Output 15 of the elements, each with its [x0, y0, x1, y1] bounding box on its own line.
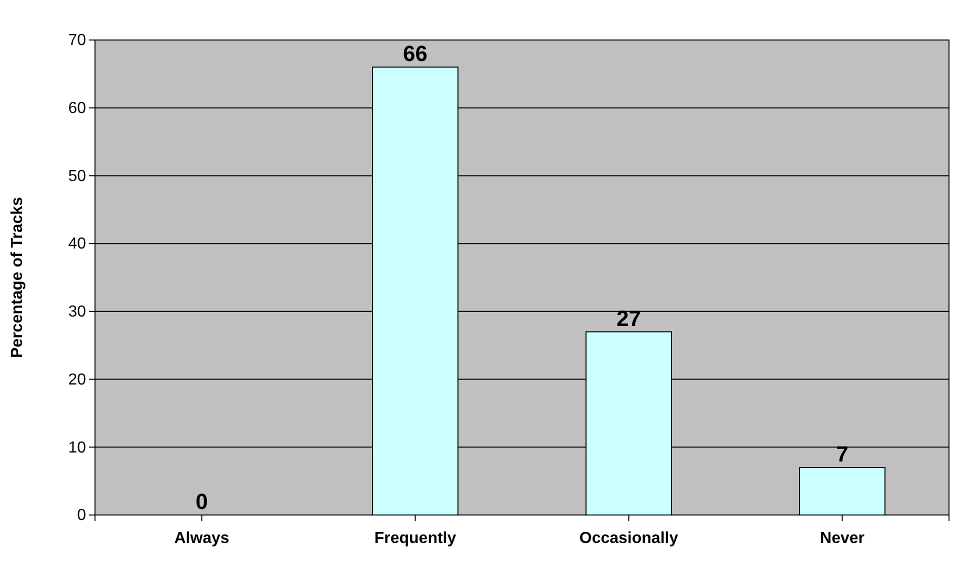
x-tick-label: Always	[174, 530, 230, 548]
x-tick-label: Occasionally	[579, 530, 678, 548]
x-tick-label: Never	[820, 530, 864, 548]
y-tick-label: 30	[68, 304, 86, 321]
y-tick-label: 0	[77, 507, 86, 524]
data-label: 66	[403, 41, 428, 66]
data-label: 0	[196, 489, 208, 514]
y-axis-title: Percentage of Tracks	[9, 196, 26, 358]
x-tick-label: Frequently	[374, 530, 456, 548]
y-tick-label: 20	[68, 371, 86, 388]
y-tick-label: 60	[68, 100, 86, 117]
y-tick-label: 10	[68, 439, 86, 456]
y-tick-label: 50	[68, 168, 86, 185]
y-tick-label: 40	[68, 236, 86, 253]
y-tick-label: 70	[68, 32, 86, 50]
